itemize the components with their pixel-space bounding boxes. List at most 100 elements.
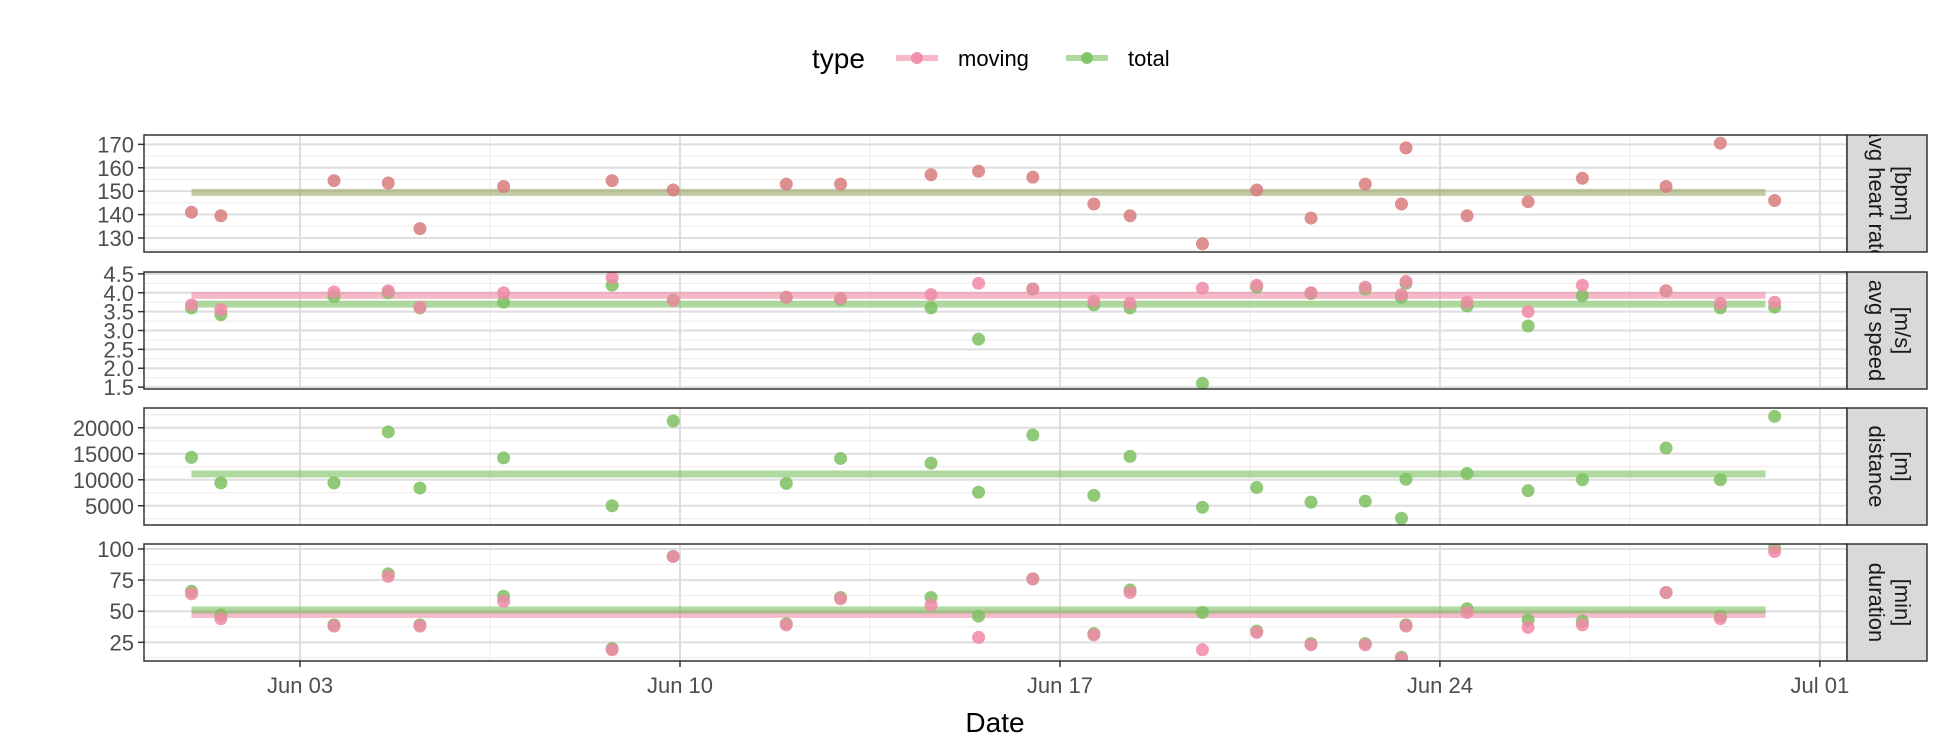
panel-plot-area xyxy=(184,544,1782,661)
y-tick-label: 160 xyxy=(97,156,134,181)
data-point-total xyxy=(1195,605,1209,619)
data-point-moving xyxy=(924,598,938,612)
data-point-total xyxy=(1026,428,1040,442)
data-point-total xyxy=(1087,488,1101,502)
data-point-total xyxy=(1195,500,1209,514)
y-tick-label: 50 xyxy=(110,599,134,624)
data-point-moving xyxy=(1358,280,1372,294)
data-point-overlap xyxy=(1659,179,1673,193)
facet-strip xyxy=(1846,271,1928,390)
data-point-overlap xyxy=(1250,183,1264,197)
data-point-overlap xyxy=(666,183,680,197)
data-point-moving xyxy=(1575,618,1589,632)
data-point-moving xyxy=(327,619,341,633)
y-tick-label: 10000 xyxy=(73,468,134,493)
data-point-moving xyxy=(413,619,427,633)
x-axis: Jun 03 Jun 10 Jun 17 Jun 24 Jul 01 xyxy=(267,661,1849,698)
data-point-total xyxy=(1358,494,1372,508)
data-point-moving xyxy=(1460,605,1474,619)
y-tick-label: 130 xyxy=(97,226,134,251)
data-point-overlap xyxy=(413,222,427,236)
data-point-moving xyxy=(1460,295,1474,309)
facet-strip-label: [m/s] xyxy=(1890,307,1915,355)
data-point-overlap xyxy=(327,174,341,188)
data-point-moving xyxy=(834,291,848,305)
data-point-overlap xyxy=(381,176,395,190)
data-point-moving xyxy=(1250,625,1264,639)
data-point-moving xyxy=(1195,643,1209,657)
data-point-overlap xyxy=(1460,209,1474,223)
data-point-moving xyxy=(1659,284,1673,298)
facet-strip-label: duration xyxy=(1864,563,1889,643)
x-tick-label: Jun 24 xyxy=(1407,673,1473,698)
data-point-moving xyxy=(1768,295,1782,309)
x-tick-label: Jun 03 xyxy=(267,673,333,698)
facet-strip-labels: duration [min] xyxy=(1864,563,1915,643)
y-tick-label: 2.5 xyxy=(103,337,134,362)
data-point-overlap xyxy=(1768,194,1782,208)
data-point-moving xyxy=(214,303,228,317)
data-point-overlap xyxy=(184,205,198,219)
panel-plot-area xyxy=(184,272,1782,389)
y-tick-label: 3.0 xyxy=(103,319,134,344)
facet-strip-label: [bpm] xyxy=(1890,166,1915,221)
data-point-total xyxy=(1575,289,1589,303)
data-point-overlap xyxy=(1087,197,1101,211)
data-point-moving xyxy=(1026,282,1040,296)
data-point-total xyxy=(1250,481,1264,495)
data-point-total xyxy=(972,332,986,346)
data-point-overlap xyxy=(972,164,986,178)
data-point-total xyxy=(972,485,986,499)
x-axis-title: Date xyxy=(965,707,1024,738)
panel-grid xyxy=(144,272,1847,389)
data-point-moving xyxy=(413,300,427,314)
data-point-total xyxy=(1521,319,1535,333)
panel-plot-area xyxy=(184,136,1782,251)
data-point-moving xyxy=(666,549,680,563)
data-point-total xyxy=(605,499,619,513)
data-point-total xyxy=(1713,473,1727,487)
data-point-total xyxy=(924,301,938,315)
data-point-moving xyxy=(1521,620,1535,634)
data-point-overlap xyxy=(1399,141,1413,155)
legend-label-moving: moving xyxy=(958,46,1029,71)
x-tick-label: Jul 01 xyxy=(1791,673,1850,698)
data-point-overlap xyxy=(1394,197,1408,211)
data-point-moving xyxy=(1394,652,1408,661)
data-point-moving xyxy=(1575,278,1589,292)
data-point-moving xyxy=(605,272,619,285)
data-point-total xyxy=(1575,473,1589,487)
data-point-overlap xyxy=(1575,171,1589,185)
facet-strip xyxy=(1846,407,1928,526)
y-tick-label: 75 xyxy=(110,568,134,593)
data-point-overlap xyxy=(1713,136,1727,150)
data-point-moving xyxy=(1399,274,1413,288)
data-point-moving xyxy=(1521,305,1535,319)
data-point-moving xyxy=(1304,286,1318,300)
y-tick-label: 2.0 xyxy=(103,356,134,381)
panel-plot-area xyxy=(184,409,1782,525)
data-point-moving xyxy=(1123,586,1137,600)
data-point-total xyxy=(924,456,938,470)
data-point-total xyxy=(779,476,793,490)
data-point-total xyxy=(381,425,395,439)
data-point-total xyxy=(1394,511,1408,525)
data-point-total xyxy=(327,476,341,490)
facet-strip-labels: avg heart rate [bpm] xyxy=(1864,126,1915,262)
data-point-moving xyxy=(1659,586,1673,600)
data-point-moving xyxy=(924,288,938,302)
data-point-total xyxy=(666,414,680,428)
panel-grid xyxy=(144,408,1847,525)
facet-strip xyxy=(1846,134,1928,253)
data-point-moving xyxy=(666,293,680,307)
facet-strip-label: [min] xyxy=(1890,579,1915,627)
data-point-total xyxy=(1195,376,1209,389)
data-point-moving xyxy=(972,276,986,290)
facet-strip-label: [m] xyxy=(1890,451,1915,482)
data-point-total xyxy=(184,450,198,464)
data-point-overlap xyxy=(605,174,619,188)
facet-strip-label: avg heart rate xyxy=(1864,126,1889,262)
facet-strip xyxy=(1846,543,1928,662)
